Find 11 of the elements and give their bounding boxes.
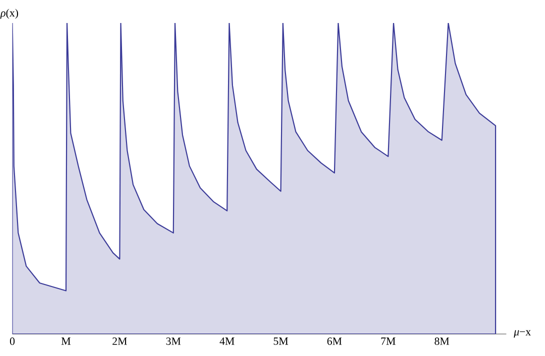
x-tick-label: 0 xyxy=(10,338,15,345)
x-tick-label: 6M xyxy=(327,338,342,345)
x-tick-label: 5M xyxy=(274,338,288,345)
y-axis-title: ρ(x) xyxy=(0,8,18,19)
x-tick-label: 7M xyxy=(381,338,396,345)
x-axis-title: μ−x xyxy=(514,330,531,338)
x-tick-label: 8M xyxy=(434,338,450,345)
x-tick-label: M xyxy=(61,338,71,345)
x-tick-label: 4M xyxy=(220,338,234,345)
x-tick-label: 3M xyxy=(166,338,181,345)
x-tick-label: 2M xyxy=(112,338,127,345)
